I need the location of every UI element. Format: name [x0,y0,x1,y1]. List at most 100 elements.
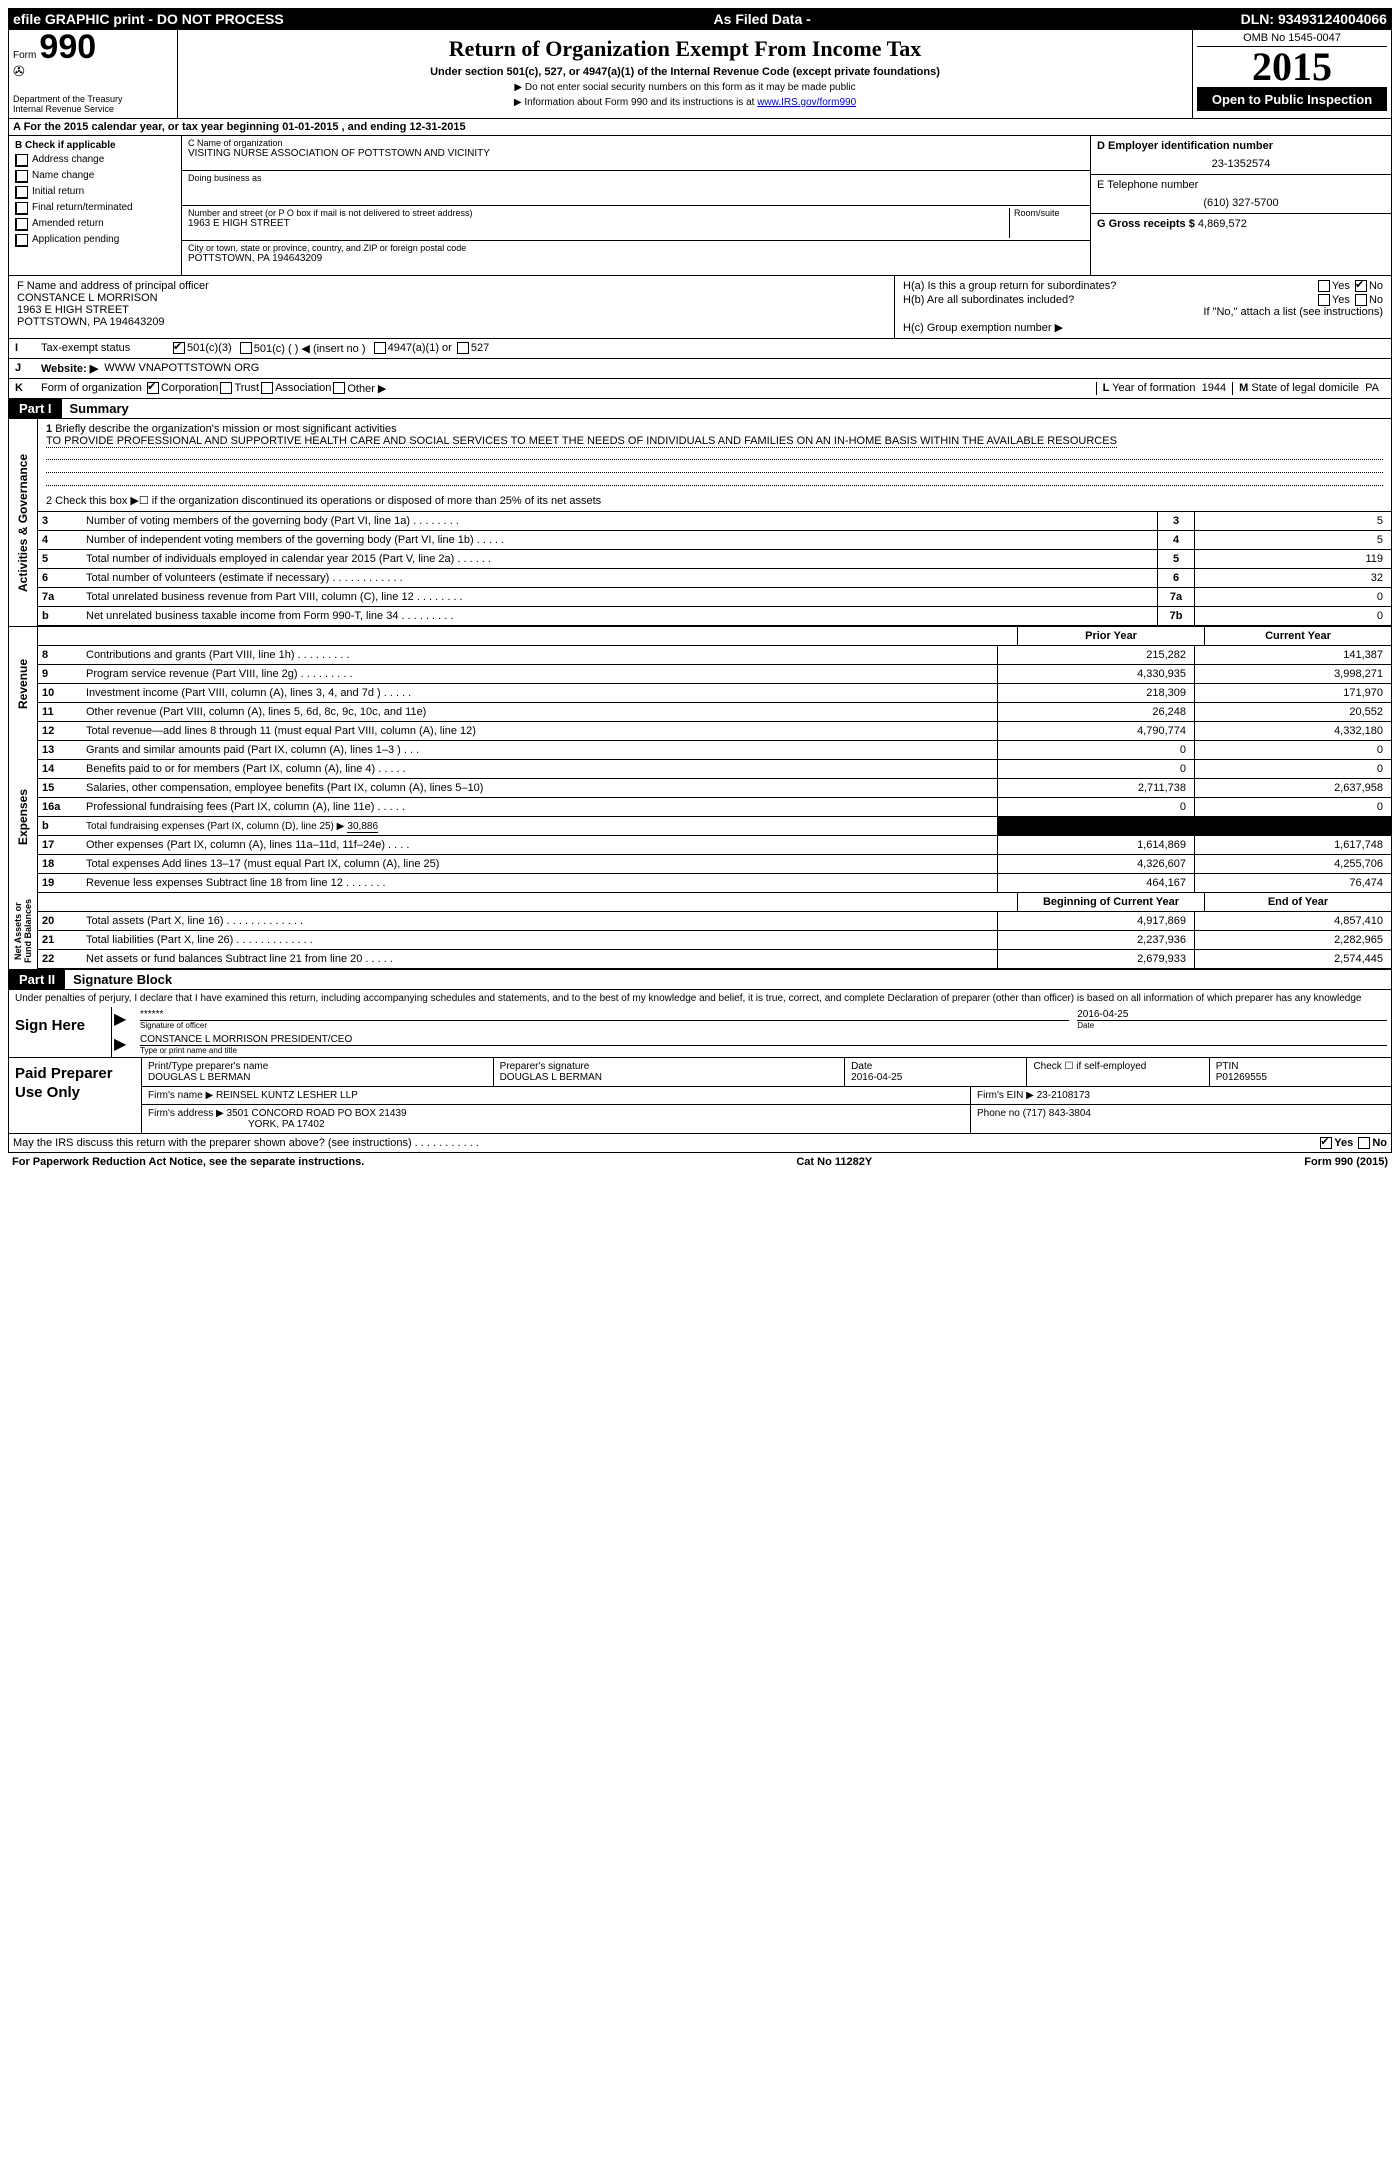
i-501c-checkbox[interactable] [240,342,252,354]
ptin-value: P01269555 [1216,1072,1385,1083]
blank-line-2 [46,460,1383,473]
data-row: 9 Program service revenue (Part VIII, li… [38,665,1391,684]
prep-date: 2016-04-25 [851,1072,1020,1083]
row-current: 20,552 [1194,703,1391,721]
row-desc: Net unrelated business taxable income fr… [82,607,1157,625]
hdr-end-year: End of Year [1204,893,1391,911]
k-corp-checkbox[interactable] [147,382,159,394]
instr2-pre: ▶ Information about Form 990 and its ins… [514,97,757,108]
line-m-text: State of legal domicile [1251,382,1359,394]
checkbox-final-return[interactable] [15,202,28,215]
row-prior: 2,679,933 [997,950,1194,968]
box-f: F Name and address of principal officer … [9,276,894,338]
data-row: 19 Revenue less expenses Subtract line 1… [38,874,1391,893]
ein-value: 23-1352574 [1097,158,1385,170]
hb-yes-checkbox[interactable] [1318,294,1330,306]
row-box: 6 [1157,569,1194,587]
lbl-name-change: Name change [32,170,94,181]
governance-section: Activities & Governance 1 Briefly descri… [8,419,1392,627]
i-opt1: 501(c)(3) [187,342,232,355]
section-b-block: B Check if applicable Address change Nam… [8,136,1392,276]
instruction-2: ▶ Information about Form 990 and its ins… [186,97,1184,108]
q2-line: 2 Check this box ▶☐ if the organization … [38,490,1391,512]
ha-no-lbl: No [1369,280,1383,292]
form-title: Return of Organization Exempt From Incom… [186,36,1184,62]
gov-row: 3 Number of voting members of the govern… [38,512,1391,531]
officer-signature: ****** [140,1009,1069,1020]
i-527-checkbox[interactable] [457,342,469,354]
checkbox-address-change[interactable] [15,154,28,167]
firm-addr1: 3501 CONCORD ROAD PO BOX 21439 [227,1108,407,1119]
row-desc: Investment income (Part VIII, column (A)… [82,684,997,702]
k-assoc-checkbox[interactable] [261,382,273,394]
row-prior: 4,330,935 [997,665,1194,683]
line-l-lbl: L [1103,382,1110,394]
data-row: 15 Salaries, other compensation, employe… [38,779,1391,798]
discuss-question: May the IRS discuss this return with the… [13,1137,479,1149]
i-501c3-checkbox[interactable] [173,342,185,354]
checkbox-application-pending[interactable] [15,234,28,247]
row-desc: Total assets (Part X, line 16) . . . . .… [82,912,997,930]
h-a-label: H(a) Is this a group return for subordin… [903,280,1116,292]
irs-link[interactable]: www.IRS.gov/form990 [757,97,856,108]
room-label: Room/suite [1014,208,1084,218]
vtab-exp-text: Expenses [9,741,37,893]
row-box: 7b [1157,607,1194,625]
i-4947-checkbox[interactable] [374,342,386,354]
row-num: 21 [38,931,82,949]
k-opt-corp: Corporation [161,382,218,395]
firm-phone: (717) 843-3804 [1023,1108,1091,1119]
topbar-left: efile GRAPHIC print - DO NOT PROCESS [13,11,284,27]
gov-row: 7a Total unrelated business revenue from… [38,588,1391,607]
gross-receipts-value: 4,869,572 [1198,218,1247,230]
hdr-beginning-year: Beginning of Current Year [1017,893,1204,911]
fundraising-total: 30,886 [347,821,378,833]
page-footer: For Paperwork Reduction Act Notice, see … [8,1153,1392,1171]
row-desc: Other expenses (Part IX, column (A), lin… [82,836,997,854]
discuss-yes-checkbox[interactable] [1320,1137,1332,1149]
part-ii-title: Signature Block [65,970,180,989]
row-current: 171,970 [1194,684,1391,702]
lbl-amended: Amended return [32,218,104,229]
gov-row: b Net unrelated business taxable income … [38,607,1391,626]
checkbox-amended[interactable] [15,218,28,231]
row-val: 5 [1194,531,1391,549]
checkbox-initial-return[interactable] [15,186,28,199]
ptin-label: PTIN [1216,1061,1385,1072]
k-trust-checkbox[interactable] [220,382,232,394]
row-num: 16a [38,798,82,816]
state-domicile: PA [1365,382,1379,394]
firm-name-label: Firm's name ▶ [148,1090,213,1101]
row-current: 141,387 [1194,646,1391,664]
row-prior: 0 [997,798,1194,816]
form-prefix: Form [13,50,36,61]
row-current: 4,857,410 [1194,912,1391,930]
sig-date: 2016-04-25 [1077,1009,1387,1020]
row-box: 4 [1157,531,1194,549]
row-desc: Total expenses Add lines 13–17 (must equ… [82,855,997,873]
row-prior: 464,167 [997,874,1194,892]
k-other-checkbox[interactable] [333,382,345,394]
expenses-section: Expenses 13 Grants and similar amounts p… [8,741,1392,893]
discuss-no-checkbox[interactable] [1358,1137,1370,1149]
row-num: 9 [38,665,82,683]
row-num: 17 [38,836,82,854]
row-num: 22 [38,950,82,968]
row-16b-black2 [1194,817,1391,835]
checkbox-name-change[interactable] [15,170,28,183]
ha-yes-checkbox[interactable] [1318,280,1330,292]
firm-ein-label: Firm's EIN ▶ [977,1090,1034,1101]
signature-section: Sign Here ▶ ****** Signature of officer … [8,1007,1392,1134]
row-num: 18 [38,855,82,873]
sig-arrow-2: ▶ [112,1032,136,1057]
row-desc: Number of independent voting members of … [82,531,1157,549]
ha-no-checkbox[interactable] [1355,280,1367,292]
row-num: 19 [38,874,82,892]
prep-date-label: Date [851,1061,1020,1072]
form-number: 990 [39,28,96,66]
i-opt2: 501(c) ( ) ◀ (insert no ) [254,342,366,355]
i-opt4: 527 [471,342,489,355]
sig-label: Signature of officer [140,1020,1069,1030]
form-header: Form 990 ✇ Department of the Treasury In… [8,30,1392,119]
hb-no-checkbox[interactable] [1355,294,1367,306]
